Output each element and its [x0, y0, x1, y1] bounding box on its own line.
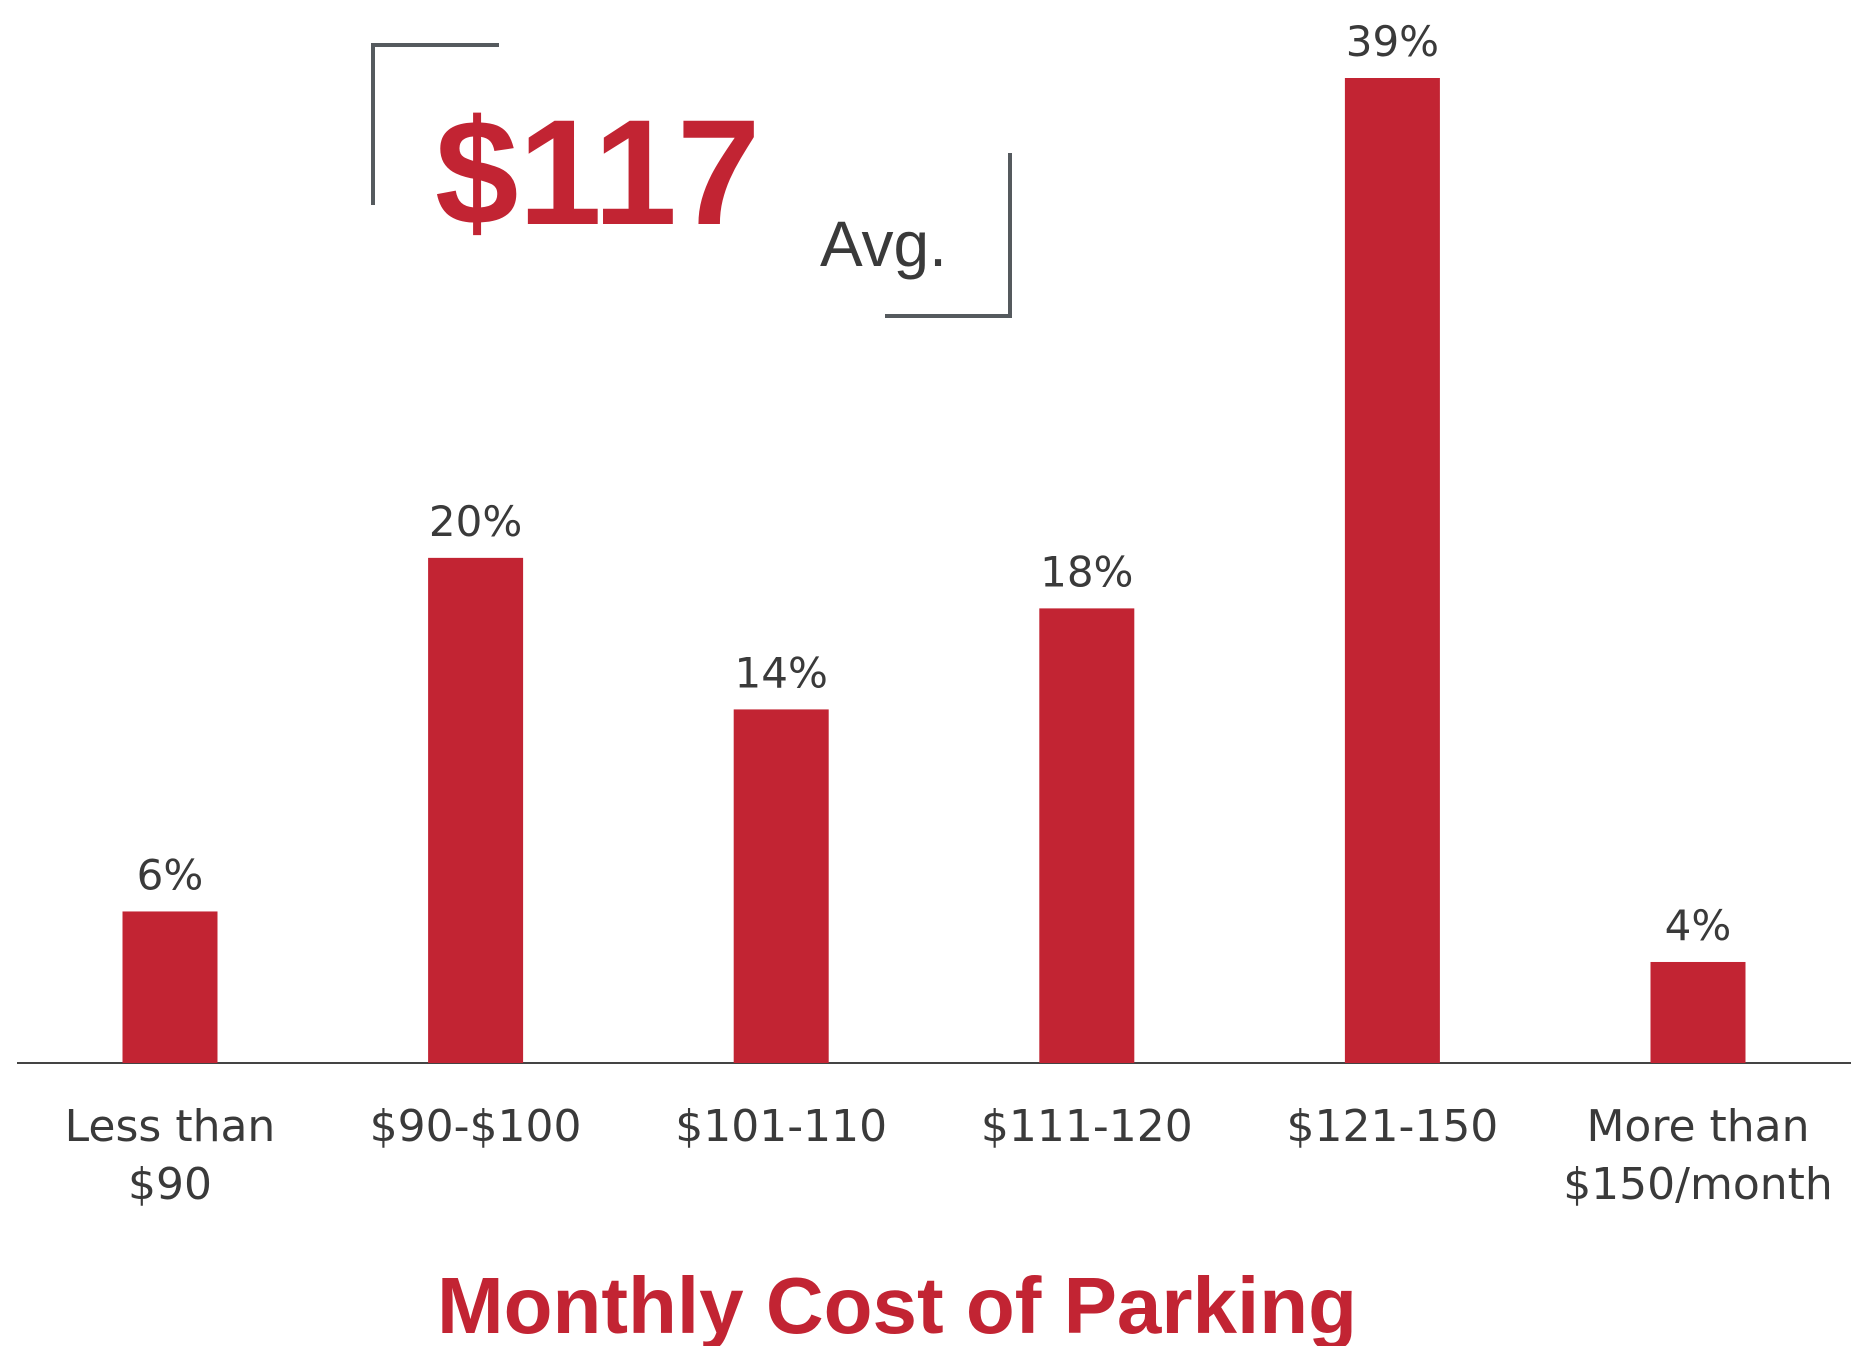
bar: [1039, 608, 1135, 1063]
bar: [428, 557, 524, 1063]
bar: [733, 709, 829, 1063]
value-label: 6%: [137, 850, 204, 899]
chart-title: Monthly Cost of Parking: [437, 1261, 1357, 1346]
x-tick-label: $101-110: [675, 1101, 888, 1152]
bar: [1344, 78, 1440, 1063]
value-label: 20%: [429, 497, 522, 546]
bar: [122, 911, 218, 1063]
x-tick-label: Less than $90: [64, 1101, 276, 1210]
annotation-label: Avg.: [820, 208, 947, 280]
bar: [1650, 961, 1746, 1063]
x-tick-label: $90-$100: [369, 1101, 582, 1152]
value-label: 39%: [1346, 17, 1439, 66]
x-tick-label: $111-120: [980, 1101, 1193, 1152]
value-label: 14%: [735, 648, 828, 697]
bracket: [885, 153, 1012, 318]
bracket: [371, 43, 499, 205]
value-label: 18%: [1040, 547, 1133, 596]
annotation-value: $117: [435, 88, 760, 256]
x-tick-label: $121-150: [1286, 1101, 1499, 1152]
value-label: 4%: [1665, 901, 1732, 950]
x-tick-label: More than $150/month: [1563, 1101, 1833, 1210]
